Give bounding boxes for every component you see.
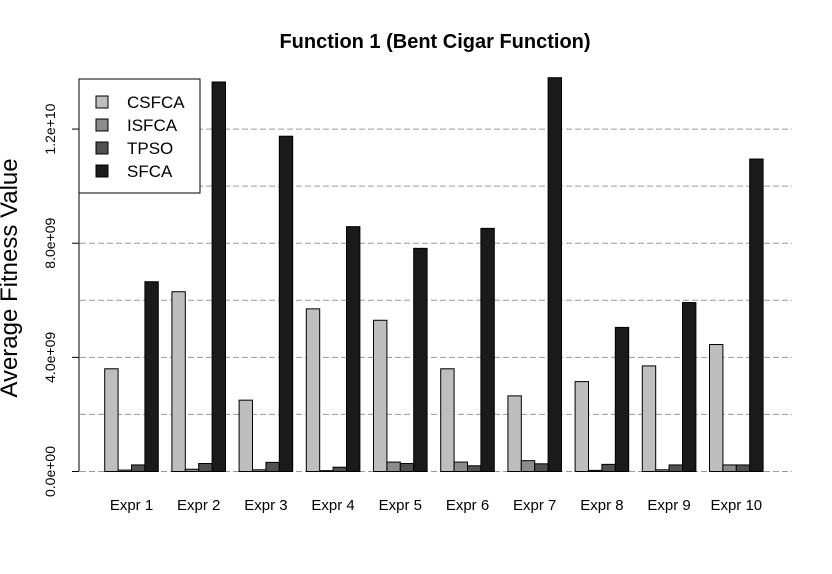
bar [601,463,616,472]
bar [453,461,469,473]
bar [641,365,657,472]
bar [588,469,603,473]
legend: CSFCA ISFCA TPSO SFCA [78,78,201,194]
bar [480,227,495,472]
x-category-label: Expr 7 [513,497,556,514]
bar [278,135,294,472]
x-category-label: Expr 9 [647,497,690,514]
bar [117,469,132,472]
legend-swatch [95,141,109,155]
bar [547,77,562,472]
bar [735,464,751,473]
y-tick-label: 4.0e+09 [42,332,58,383]
bar [332,466,348,472]
x-axis-categories: Expr 1 Expr 2 Expr 3 Expr 4 Expr 5 Expr 6 Expr… [110,497,762,514]
bar [211,81,227,473]
legend-swatch [95,118,109,132]
bar [386,461,401,473]
bar [507,395,522,473]
x-category-label: Expr 2 [177,497,220,514]
bar [399,463,415,473]
bar [373,319,388,472]
x-category-label: Expr 4 [311,497,354,514]
bar [171,291,186,472]
bar [104,368,119,472]
bar [655,469,670,473]
legend-swatch [95,164,109,178]
chart-title: Function 1 (Bent Cigar Function) [279,31,590,53]
bar [614,326,630,473]
x-category-label: Expr 6 [446,497,489,514]
bar [722,464,737,473]
bar [440,368,455,472]
bar [668,464,683,473]
legend-label: SFCA [127,162,173,181]
bar [574,381,589,472]
y-tick-label: 8.0e+09 [42,218,58,269]
x-category-label: Expr 3 [244,497,287,514]
bar [682,302,697,472]
legend-label: TPSO [127,139,173,158]
bar [520,460,536,473]
bar [413,247,428,472]
bar [131,464,146,473]
y-axis: 0.0e+00 4.0e+09 8.0e+09 1.2e+10 [42,103,80,497]
bar [184,468,200,472]
bar [252,469,267,473]
bar [709,344,724,473]
y-tick-label: 0.0e+00 [42,446,58,497]
y-tick-label: 1.2e+10 [42,103,58,154]
bar [749,158,764,472]
bar [319,470,334,472]
bar [238,399,254,472]
bar [265,461,280,472]
x-category-label: Expr 1 [110,497,153,514]
bars [104,77,764,473]
x-category-label: Expr 8 [580,497,623,514]
y-axis-label: Average Fitness Value [0,158,23,397]
bar [467,465,482,472]
bar [346,226,361,472]
legend-label: CSFCA [127,93,185,112]
x-category-label: Expr 5 [379,497,422,514]
bar [534,463,549,472]
legend-label: ISFCA [127,116,178,135]
legend-swatch [95,95,109,109]
bar [305,308,321,472]
x-category-label: Expr 10 [710,497,762,514]
bar [198,463,213,473]
bar [144,281,159,472]
